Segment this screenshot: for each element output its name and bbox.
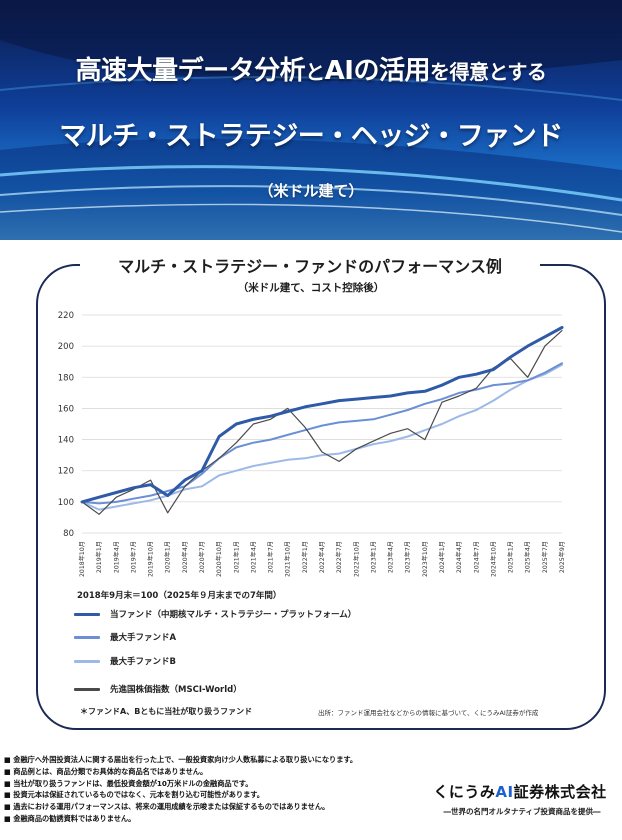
legend-label-msci: 先進国株価指数（MSCI-World）: [110, 685, 242, 695]
company-name: くにうみAI証券株式会社: [422, 781, 618, 802]
legend-swatch-msci: [74, 687, 100, 691]
banner-title-part1: 高速大量データ分析: [75, 56, 306, 86]
header-banner: 高速大量データ分析とAIの活用を得意とする マルチ・ストラテジー・ヘッジ・ファン…: [0, 0, 622, 240]
legend-label-fund-a: 最大手ファンドA: [110, 633, 177, 643]
chart-title-wrap: マルチ・ストラテジー・ファンドのパフォーマンス例: [80, 253, 540, 277]
source-note: 出所：ファンド運用会社などからの情報に基づいて、くにうみAI証券が作成: [318, 709, 539, 717]
chart-subtitle: （米ドル建て、コスト控除後）: [237, 282, 385, 294]
disclaimer-line: ■ 商品例とは、商品分類でお具体的な商品名ではありません。: [4, 766, 208, 776]
legend-swatch-fund: [74, 612, 100, 616]
legend-item-msci: 先進国株価指数（MSCI-World）: [74, 683, 242, 695]
legend-item-fund-b: 最大手ファンドB: [74, 655, 176, 667]
disclaimer-line: ■ 金融庁へ外国投資法人に関する届出を行った上で、一般投資家向け少人数私募による…: [4, 755, 358, 764]
legend-item-fund: 当ファンド（中期核マルチ・ストラテジー・プラットフォーム）: [74, 608, 356, 620]
legend-label-fund-b: 最大手ファンドB: [110, 657, 176, 667]
company-name-part3: 証券株式会社: [513, 783, 607, 801]
banner-title-part3: AIの活用: [324, 56, 431, 86]
company-name-part1: くにうみ: [433, 783, 496, 801]
banner-decoration: [0, 0, 622, 240]
base-note: 2018年9月末＝100（2025年９月末までの7年間）: [77, 591, 282, 601]
banner-currency: （米ドル建て）: [258, 182, 364, 200]
footnote-funds: ＊ファンドA、Bともに当社が取り扱うファンド: [80, 707, 253, 716]
legend-item-fund-a: 最大手ファンドA: [74, 631, 176, 643]
legend-swatch-fund-a: [74, 635, 100, 639]
disclaimer-line: ■ 当社が取り扱うファンドは、最低投資金額が10万米ドルの金融商品です。: [4, 778, 253, 788]
banner-title: 高速大量データ分析とAIの活用を得意とする: [0, 50, 622, 87]
chart-title: マルチ・ストラテジー・ファンドのパフォーマンス例: [118, 257, 502, 276]
disclaimer-line: ■ 投資元本は保証されているものではなく、元本を割り込む可能性があります。: [4, 790, 264, 800]
company-name-ai: AI: [495, 783, 514, 801]
banner-subtitle: マルチ・ストラテジー・ヘッジ・ファンド: [59, 121, 563, 152]
legend-label-fund: 当ファンド（中期核マルチ・ストラテジー・プラットフォーム）: [110, 610, 357, 620]
disclaimer-list: ■ 金融庁へ外国投資法人に関する届出を行った上で、一般投資家向け少人数私募による…: [4, 754, 424, 825]
disclaimer-line: ■ 過去における運用パフォーマンスは、将来の運用成績を示唆または保証するものでは…: [4, 802, 330, 812]
legend-swatch-fund-b: [74, 659, 100, 663]
banner-title-part2: と: [305, 60, 325, 84]
company-tagline: ―世界の名門オルタナティブ投資商品を提供―: [443, 807, 601, 816]
banner-title-part4: を得意とする: [429, 60, 547, 84]
disclaimer-line: ■ 金融商品の勧誘資料ではありません。: [4, 813, 136, 823]
